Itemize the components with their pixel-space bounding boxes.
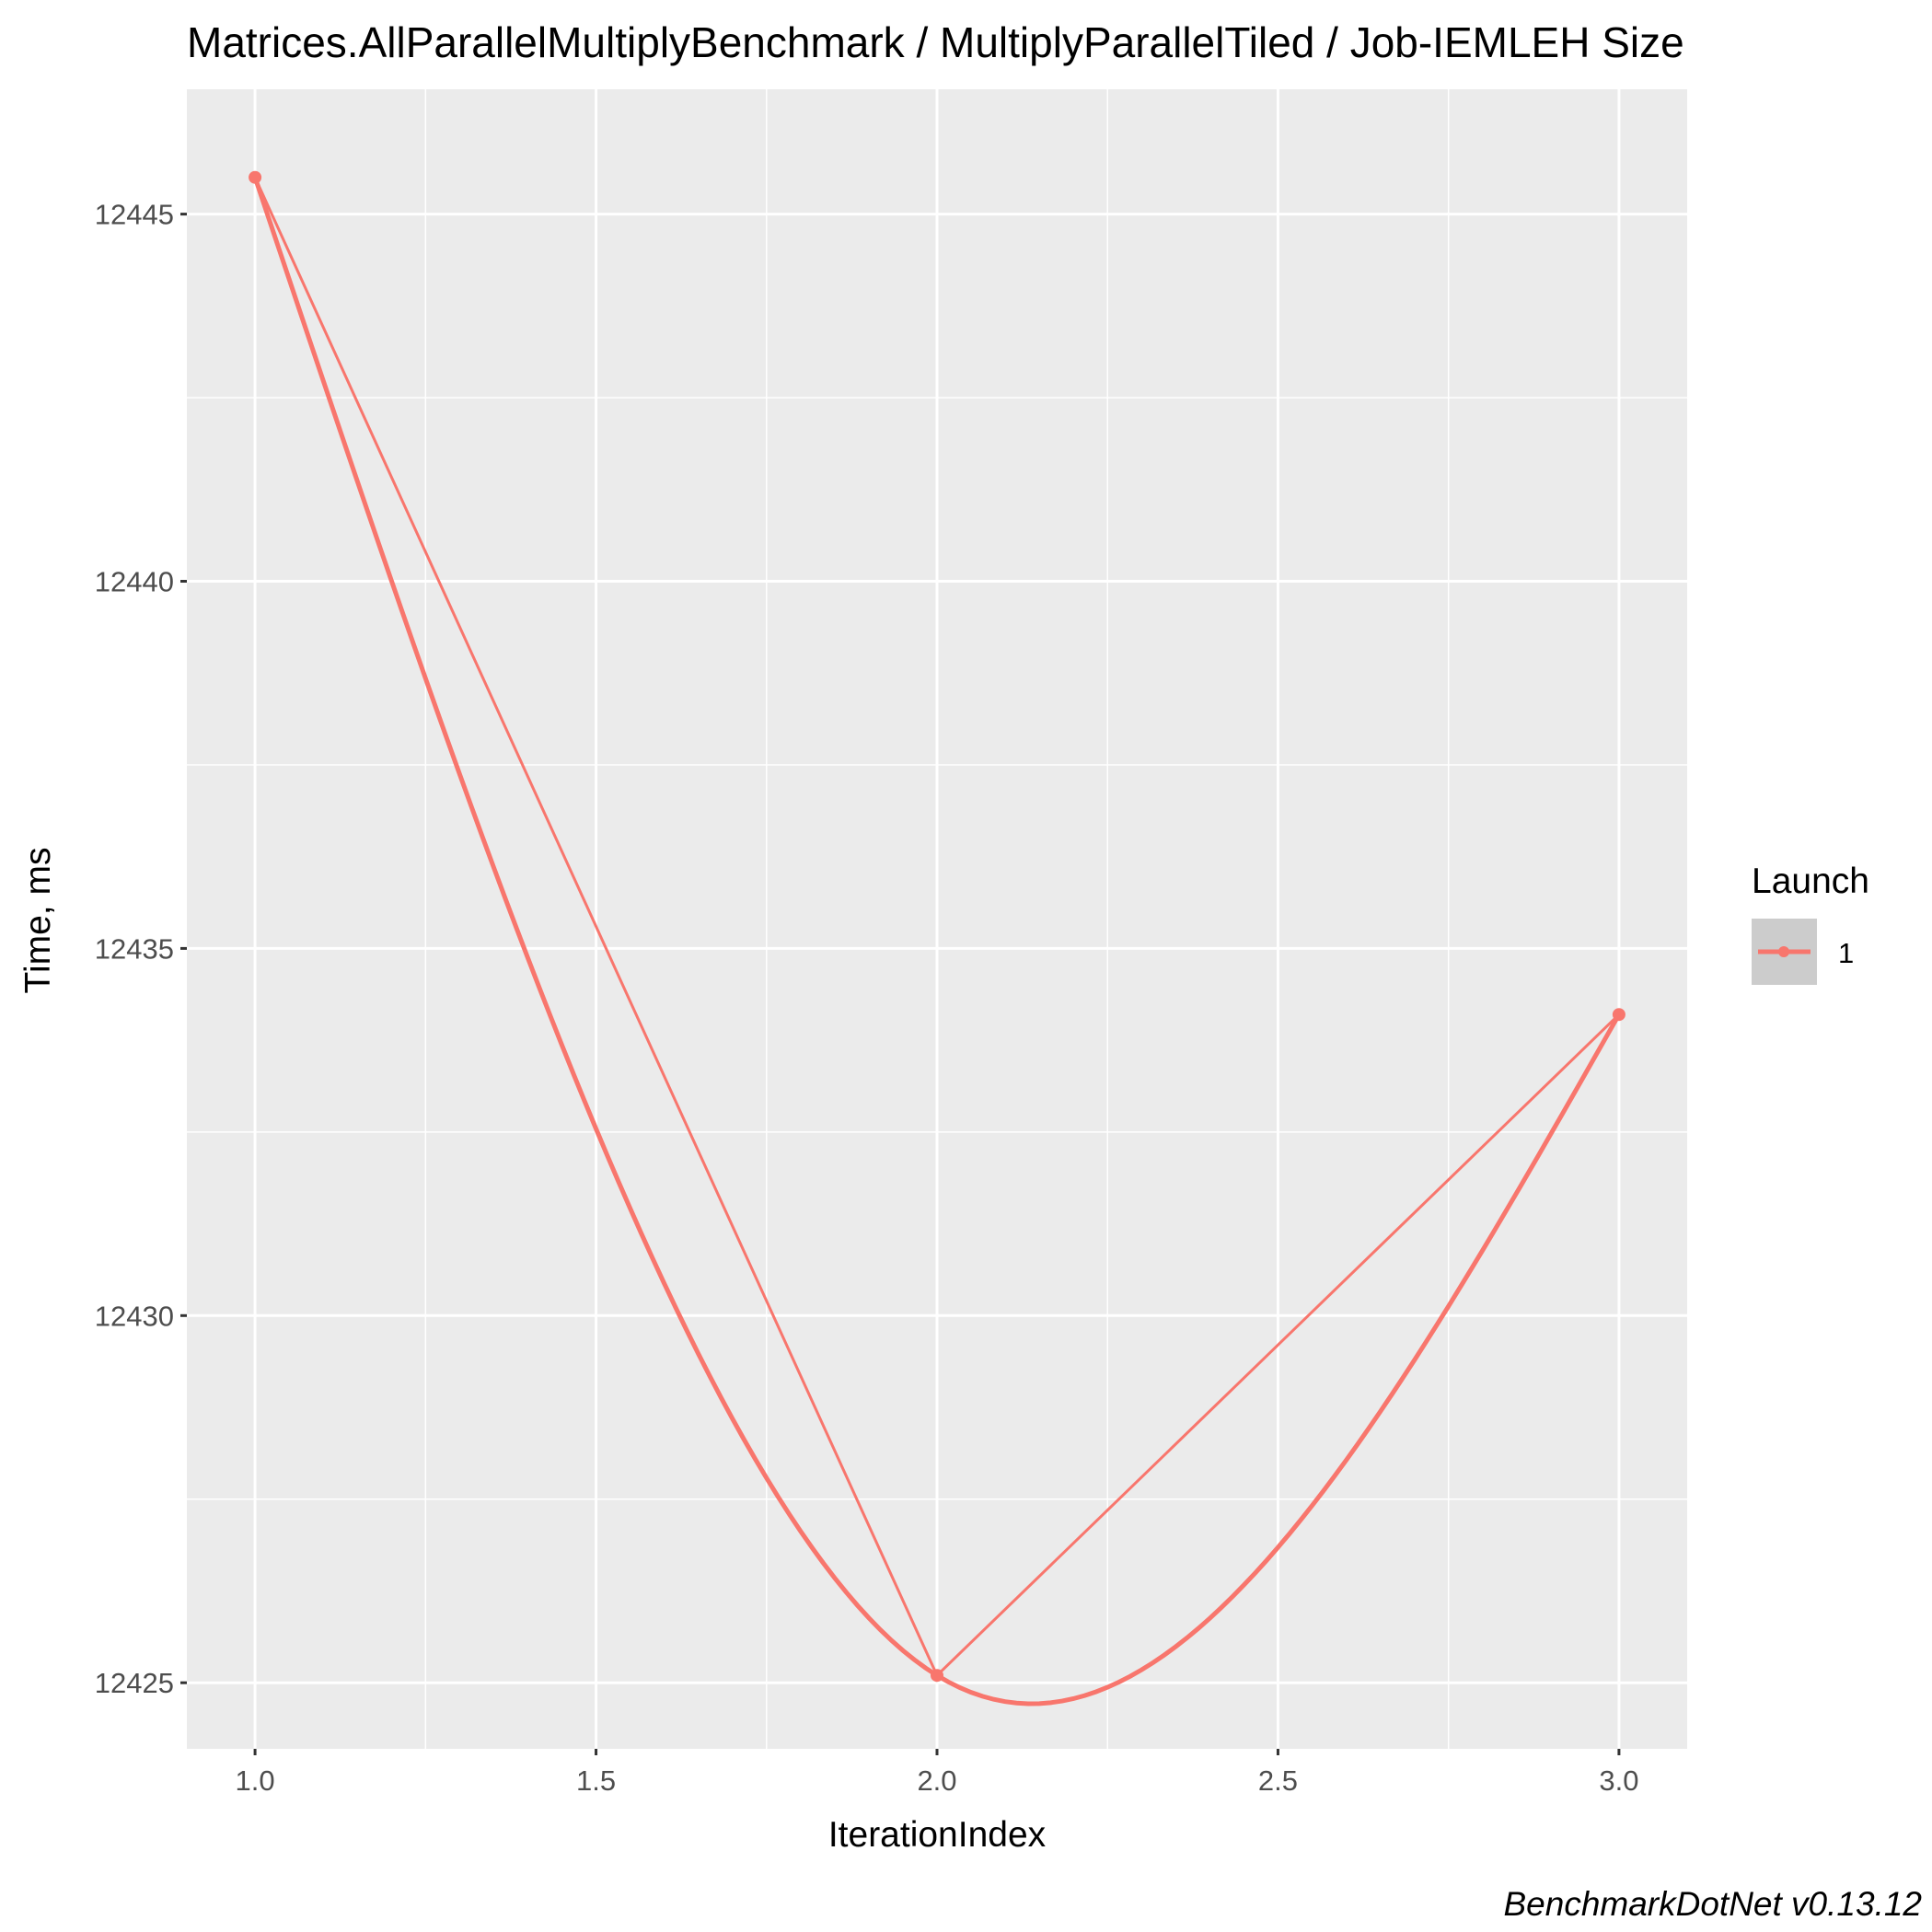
legend-title: Launch: [1752, 862, 1869, 901]
x-tick-label: 2.5: [1258, 1764, 1298, 1797]
series-layer: [249, 170, 1625, 1706]
y-axis-title: Time, ms: [18, 848, 58, 994]
x-tick-label: 3.0: [1599, 1764, 1638, 1797]
y-tick-label: 12440: [95, 566, 174, 598]
y-tick-label: 12430: [95, 1300, 174, 1332]
grid-major: [187, 89, 1687, 1749]
legend: Launch 1: [1752, 862, 1869, 985]
y-axis: 12425 12430 12435 12440 12445: [95, 199, 187, 1699]
x-axis-title: IterationIndex: [828, 1815, 1047, 1855]
legend-key-point: [1778, 946, 1789, 957]
y-tick-label: 12435: [95, 932, 174, 965]
data-point: [1612, 1008, 1625, 1022]
x-tick-label: 2.0: [917, 1764, 956, 1797]
caption: BenchmarkDotNet v0.13.12: [1503, 1885, 1922, 1923]
data-point: [249, 170, 262, 184]
x-axis: 1.0 1.5 2.0 2.5 3.0: [236, 1749, 1638, 1797]
legend-label-launch-1: 1: [1838, 937, 1854, 969]
x-tick-label: 1.0: [236, 1764, 275, 1797]
y-tick-label: 12445: [95, 199, 174, 231]
data-point: [931, 1669, 943, 1683]
x-tick-label: 1.5: [576, 1764, 616, 1797]
y-tick-label: 12425: [95, 1667, 174, 1699]
chart-title: Matrices.AllParallelMultiplyBenchmark / …: [187, 18, 1684, 66]
